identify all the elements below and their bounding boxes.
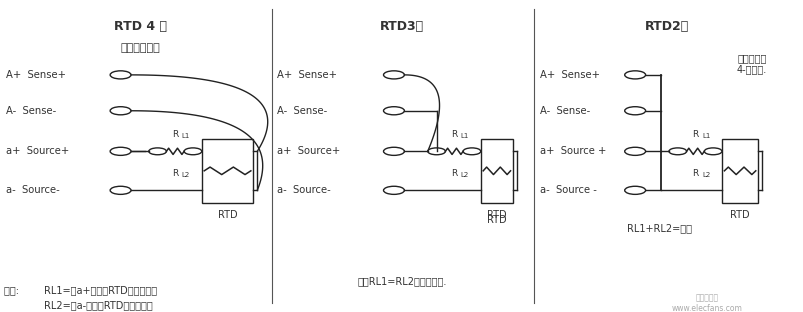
Text: L1: L1 [460,133,468,139]
Text: L2: L2 [460,172,468,178]
Text: 注意:: 注意: [4,285,28,295]
Text: RTD: RTD [487,215,506,225]
Text: RTD3线: RTD3线 [380,20,423,33]
Text: A-  Sense-: A- Sense- [6,106,56,116]
Text: a-  Source -: a- Source - [540,185,597,195]
Text: L2: L2 [701,172,709,178]
Text: R: R [172,130,178,139]
Text: RTD: RTD [218,210,237,220]
Text: RL1+RL2=误差: RL1+RL2=误差 [626,223,691,233]
Text: R: R [691,130,698,139]
Text: R: R [172,169,178,178]
Text: A-  Sense-: A- Sense- [540,106,590,116]
Text: R: R [691,169,698,178]
Text: RTD: RTD [487,210,506,220]
Text: RTD: RTD [729,210,749,220]
Text: A+  Sense+: A+ Sense+ [277,70,337,80]
Text: a-  Source-: a- Source- [6,185,60,195]
Text: a+  Source+: a+ Source+ [277,146,340,156]
Text: RTD2线: RTD2线 [644,20,689,33]
Text: （精度最高）: （精度最高） [120,43,161,53]
Text: R: R [450,130,457,139]
Text: a+  Source+: a+ Source+ [6,146,70,156]
Text: a+  Source +: a+ Source + [540,146,606,156]
Text: 如果RL1=RL2，误差最小.: 如果RL1=RL2，误差最小. [357,276,446,286]
Text: A+  Sense+: A+ Sense+ [540,70,600,80]
Bar [480,139,512,203]
Text: L1: L1 [181,133,190,139]
Text: RL1=从a+端子到RTD的导线电阻
RL2=从a-端子到RTD的导线电阻: RL1=从a+端子到RTD的导线电阻 RL2=从a-端子到RTD的导线电阻 [44,285,157,310]
Text: A-  Sense-: A- Sense- [277,106,328,116]
Bar [721,139,757,203]
Text: RTD 4 线: RTD 4 线 [114,20,167,33]
Text: a-  Source-: a- Source- [277,185,331,195]
Text: 电子发烧友
www.elecfans.com: 电子发烧友 www.elecfans.com [671,293,742,312]
Text: A+  Sense+: A+ Sense+ [6,70,67,80]
Text: R: R [450,169,457,178]
Text: 设置开关到
4-线模式.: 设置开关到 4-线模式. [736,53,766,75]
Bar [202,139,253,203]
Text: L1: L1 [701,133,709,139]
Text: L2: L2 [181,172,190,178]
